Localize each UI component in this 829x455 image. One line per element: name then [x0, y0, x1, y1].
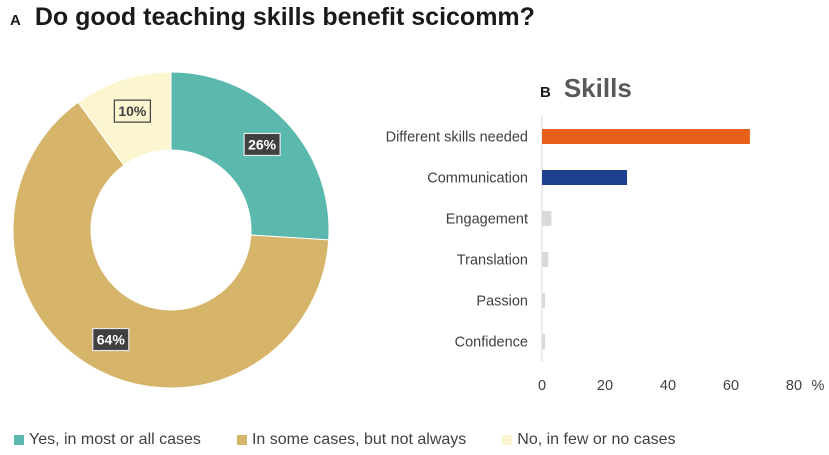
panel-b-letter: B	[540, 84, 551, 101]
panel-b-heading: B Skills	[540, 73, 632, 104]
x-axis-unit-label: %	[812, 378, 825, 394]
donut-label-text: 26%	[248, 136, 277, 152]
category-tick-label: Different skills needed	[386, 130, 528, 146]
donut-chart: 26% 64% 10%	[12, 71, 330, 389]
bar	[542, 129, 750, 144]
legend-swatch	[502, 435, 513, 445]
legend-swatch	[14, 435, 24, 445]
x-tick-label: 20	[597, 378, 613, 394]
donut-label-box	[113, 99, 151, 123]
category-tick-label: Confidence	[455, 335, 528, 351]
donut-data-label: 26%	[243, 132, 281, 157]
donut-label-box	[243, 132, 281, 157]
category-tick-label: Passion	[476, 294, 528, 310]
panel-a-letter: A	[10, 12, 21, 29]
donut-label-text: 64%	[97, 332, 126, 348]
panel-a-title: Do good teaching skills benefit scicomm?	[34, 3, 535, 31]
bar	[542, 334, 546, 349]
x-tick-label: 40	[660, 378, 676, 394]
donut-label-box	[92, 327, 130, 352]
x-tick-label: 80	[786, 378, 802, 394]
x-tick-label: 0	[538, 378, 546, 394]
skills-bar-chart: Different skills needed Communication Enga…	[386, 116, 825, 394]
legend-swatch	[236, 435, 247, 445]
panel-a-heading: A Do good teaching skills benefit scicom…	[10, 3, 535, 32]
bar	[542, 252, 549, 267]
panel-b-title: Skills	[563, 73, 632, 103]
category-tick-label: Communication	[427, 171, 528, 187]
legend-label: No, in few or no cases	[517, 431, 676, 448]
legend-label: In some cases, but not always	[251, 431, 467, 448]
legend-label: Yes, in most or all cases	[29, 431, 201, 448]
legend-item: In some cases, but not always	[236, 431, 467, 449]
chart-legend: Yes, in most or all cases In some cases,…	[14, 431, 712, 449]
bar	[542, 293, 546, 308]
donut-data-label: 64%	[92, 327, 130, 352]
legend-item: No, in few or no cases	[502, 431, 676, 449]
bar	[542, 211, 552, 226]
donut-slice	[12, 101, 330, 389]
donut-data-label: 10%	[113, 99, 151, 123]
legend-item: Yes, in most or all cases	[14, 431, 201, 449]
category-tick-label: Engagement	[446, 212, 528, 228]
category-tick-label: Translation	[457, 253, 528, 269]
bar	[542, 170, 628, 185]
donut-label-text: 10%	[118, 103, 147, 119]
x-tick-label: 60	[723, 378, 739, 394]
